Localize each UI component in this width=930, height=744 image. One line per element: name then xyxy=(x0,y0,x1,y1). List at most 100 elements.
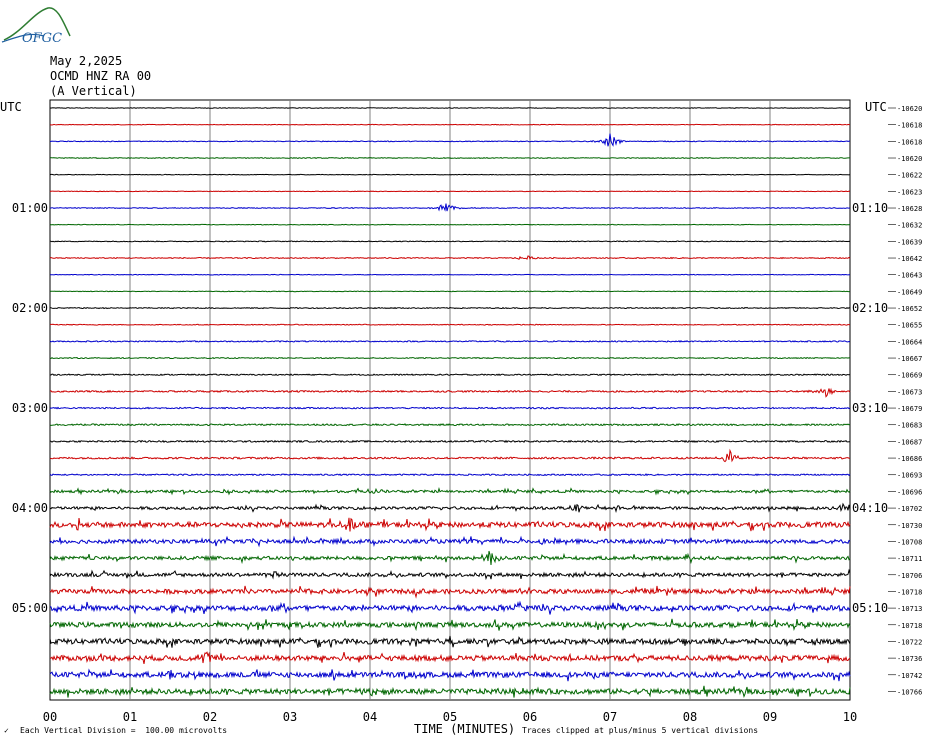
trace-line xyxy=(49,685,851,698)
trace-offset-label: -10643 xyxy=(897,272,922,280)
hour-label-left: 04:00 xyxy=(12,501,48,515)
trace-offset-label: -10683 xyxy=(897,422,922,430)
utc-right-label: UTC xyxy=(865,100,887,114)
trace-offset-label: -10742 xyxy=(897,672,922,680)
ofgc-logo: OFGC xyxy=(1,7,71,46)
trace-offset-label: -10693 xyxy=(897,472,922,480)
trace-offset-label: -10730 xyxy=(897,522,922,530)
trace-offset-label: -10702 xyxy=(897,505,922,513)
trace-line xyxy=(49,448,850,463)
trace-offset-label: -10664 xyxy=(897,338,922,346)
trace-line xyxy=(49,156,850,160)
trace-offset-label: -10618 xyxy=(897,138,922,146)
x-tick-label: 04 xyxy=(363,710,377,724)
trace-line xyxy=(49,550,851,566)
trace-line xyxy=(49,133,850,147)
component-label: (A Vertical) xyxy=(50,84,137,98)
x-axis-title: TIME (MINUTES) xyxy=(414,722,516,736)
x-tick-label: 06 xyxy=(523,710,537,724)
trace-offset-label: -10713 xyxy=(897,605,922,613)
trace-line xyxy=(49,585,851,599)
trace-line xyxy=(49,373,851,377)
hour-label-left: 01:00 xyxy=(12,201,48,215)
trace-line xyxy=(49,223,851,226)
trace-offset-label: -10711 xyxy=(897,555,922,563)
trace-offset-label: -10766 xyxy=(897,688,922,696)
trace-offset-label: -10618 xyxy=(897,122,922,130)
scale-note: Each Vertical Division = 100.00 microvol… xyxy=(20,726,228,735)
trace-line xyxy=(49,517,851,532)
x-tick-label: 08 xyxy=(683,710,697,724)
trace-line xyxy=(49,273,850,276)
hour-label-left: 05:00 xyxy=(12,601,48,615)
trace-line xyxy=(49,600,851,615)
trace-offset-label: -10679 xyxy=(897,405,922,413)
trace-line xyxy=(49,473,851,477)
station-label: OCMD HNZ RA 00 xyxy=(50,69,152,83)
hour-label-right: 03:10 xyxy=(852,401,888,415)
trace-line xyxy=(49,502,851,513)
trace-line xyxy=(49,323,850,326)
trace-line xyxy=(49,107,850,109)
trace-offset-label: -10655 xyxy=(897,322,922,330)
trace-offset-label: -10649 xyxy=(897,288,922,296)
hour-label-right: 04:10 xyxy=(852,501,888,515)
trace-line xyxy=(49,568,851,581)
trace-offset-label: -10622 xyxy=(897,172,922,180)
trace-line xyxy=(49,290,850,293)
trace-offset-label: -10639 xyxy=(897,238,922,246)
x-tick-label: 09 xyxy=(763,710,777,724)
trace-offset-label: -10736 xyxy=(897,655,922,663)
trace-offset-label: -10673 xyxy=(897,388,922,396)
x-tick-label: 00 xyxy=(43,710,57,724)
hour-label-right: 02:10 xyxy=(852,301,888,315)
trace-offset-label: -10628 xyxy=(897,205,922,213)
hour-label-right: 05:10 xyxy=(852,601,888,615)
trace-line xyxy=(49,387,851,398)
trace-offset-label: -10718 xyxy=(897,622,922,630)
trace-line xyxy=(49,173,851,176)
trace-offset-label: -10686 xyxy=(897,455,922,463)
trace-line xyxy=(49,406,851,410)
utc-left-label: UTC xyxy=(0,100,22,114)
trace-line xyxy=(49,356,851,360)
trace-line xyxy=(49,486,851,496)
trace-offset-label: -10696 xyxy=(897,488,922,496)
trace-offset-label: -10667 xyxy=(897,355,922,363)
x-tick-label: 01 xyxy=(123,710,137,724)
trace-line xyxy=(49,668,851,682)
trace-offset-label: -10620 xyxy=(897,105,922,113)
trace-offset-label: -10708 xyxy=(897,538,922,546)
trace-line xyxy=(49,535,851,548)
trace-offset-label: -10687 xyxy=(897,438,922,446)
trace-line xyxy=(49,306,851,310)
trace-offset-label: -10706 xyxy=(897,572,922,580)
scale-note-icon: ✓ xyxy=(4,726,9,735)
trace-offset-label: -10722 xyxy=(897,638,922,646)
trace-line xyxy=(49,618,851,632)
clip-note: Traces clipped at plus/minus 5 vertical … xyxy=(522,726,759,735)
hour-label-left: 02:00 xyxy=(12,301,48,315)
trace-line xyxy=(49,340,851,343)
trace-line xyxy=(49,423,851,427)
x-tick-label: 05 xyxy=(443,710,457,724)
svg-text:OFGC: OFGC xyxy=(22,31,62,46)
trace-line xyxy=(49,240,851,243)
trace-line xyxy=(49,190,851,193)
trace-line xyxy=(49,439,851,444)
trace-line xyxy=(49,635,851,648)
hour-label-right: 01:10 xyxy=(852,201,888,215)
trace-line xyxy=(49,651,851,665)
trace-offset-label: -10623 xyxy=(897,188,922,196)
x-tick-label: 02 xyxy=(203,710,217,724)
trace-offset-label: -10642 xyxy=(897,255,922,263)
x-tick-label: 07 xyxy=(603,710,617,724)
date-label: May 2,2025 xyxy=(50,54,123,68)
trace-offset-label: -10632 xyxy=(897,222,922,230)
trace-line xyxy=(49,123,851,126)
trace-offset-label: -10669 xyxy=(897,372,922,380)
trace-offset-label: -10718 xyxy=(897,588,922,596)
hour-label-left: 03:00 xyxy=(12,401,48,415)
x-tick-label: 03 xyxy=(283,710,297,724)
